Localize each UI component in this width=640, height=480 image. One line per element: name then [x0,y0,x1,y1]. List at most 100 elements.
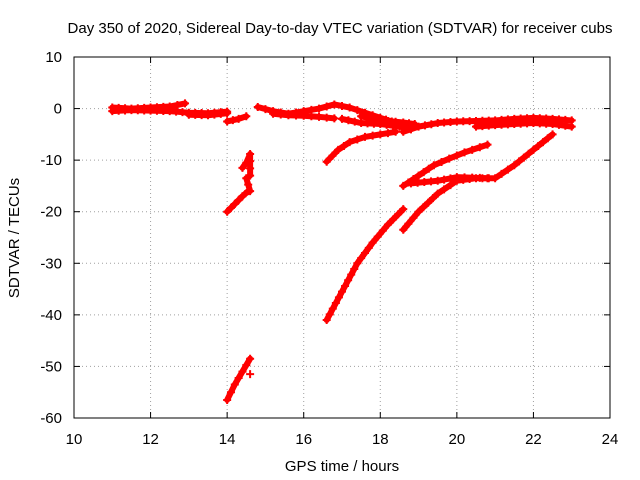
data-point [437,157,446,166]
data-point [413,178,422,187]
data-point [446,174,455,183]
data-point [350,264,359,273]
data-point [331,298,340,307]
data-point [242,361,251,370]
data-point [338,101,346,110]
data-point [420,178,429,187]
data-point [242,158,251,167]
y-axis-label: SDTVAR / TECUs [6,178,23,298]
data-point [362,113,371,122]
y-tick-label: -10 [40,152,62,169]
data-point [315,104,324,113]
data-point [391,117,400,126]
data-point [223,117,232,126]
data-point [246,370,255,379]
data-point [345,138,354,147]
data-point [567,122,576,131]
data-point [468,173,477,182]
data-point [173,100,182,109]
data-point [427,177,436,186]
y-tick-label: -20 [40,204,62,221]
data-point [543,134,552,143]
data-point [440,185,449,194]
data-point [344,116,353,125]
data-point [230,380,239,389]
data-point [446,181,455,190]
y-tick-label: -50 [40,358,62,375]
data-point [253,103,262,112]
data-point [234,196,243,205]
data-point [414,207,423,216]
y-axis-ticks: 10 0 -10 -20 -30 -40 -50 -60 [40,49,610,427]
y-tick-label: -30 [40,255,62,272]
data-point [452,173,461,182]
data-point [383,220,392,229]
data-point [228,116,237,125]
data-point [328,151,337,160]
data-point [242,174,251,183]
data-point [378,226,387,235]
data-point [428,194,437,203]
data-point [234,374,243,383]
data-point [427,120,436,129]
data-point [299,111,308,120]
data-point [246,354,255,363]
data-point [353,106,362,115]
data-point [515,157,524,166]
data-point [376,115,385,124]
data-point [503,165,512,174]
data-point [330,100,339,109]
data-point [360,248,369,257]
data-point [491,174,500,183]
data-point [376,130,385,139]
data-point [334,293,343,302]
data-point [539,138,547,147]
series-track-m [238,149,255,196]
data-point [315,112,324,121]
data-point [389,215,398,224]
data-point [322,113,331,122]
data-point [414,171,423,180]
data-point [433,176,442,185]
data-point [368,131,377,140]
series-track-c [184,109,232,120]
data-point [399,225,408,234]
series-track-j [472,119,576,131]
series-track-p [322,205,408,325]
data-point [497,169,506,178]
series-track-n [223,354,255,404]
data-point [330,114,339,123]
data-point [510,161,519,170]
y-tick-label: 0 [54,101,62,118]
data-point [429,161,438,170]
data-point [338,114,346,123]
data-point [238,367,247,376]
data-point [234,114,243,123]
data-point [223,109,232,118]
data-point [548,130,557,139]
data-point [483,174,492,183]
data-point [338,287,346,296]
x-tick-label: 14 [219,431,236,448]
data-point [341,281,350,290]
data-point [353,135,362,144]
data-point [399,205,408,214]
data-point [424,164,433,173]
data-point [404,219,413,228]
data-point [322,316,331,325]
data-point [383,116,392,125]
data-point [399,181,408,190]
series-track-f [269,109,339,123]
data-point [468,145,477,154]
data-point [223,395,232,404]
data-point [406,125,415,134]
data-point [261,105,270,114]
data-point [276,110,285,119]
data-point [357,112,366,121]
data-point [223,207,232,216]
data-point [419,168,428,177]
data-point [322,157,331,166]
data-point [394,210,403,219]
data-point [353,259,362,268]
